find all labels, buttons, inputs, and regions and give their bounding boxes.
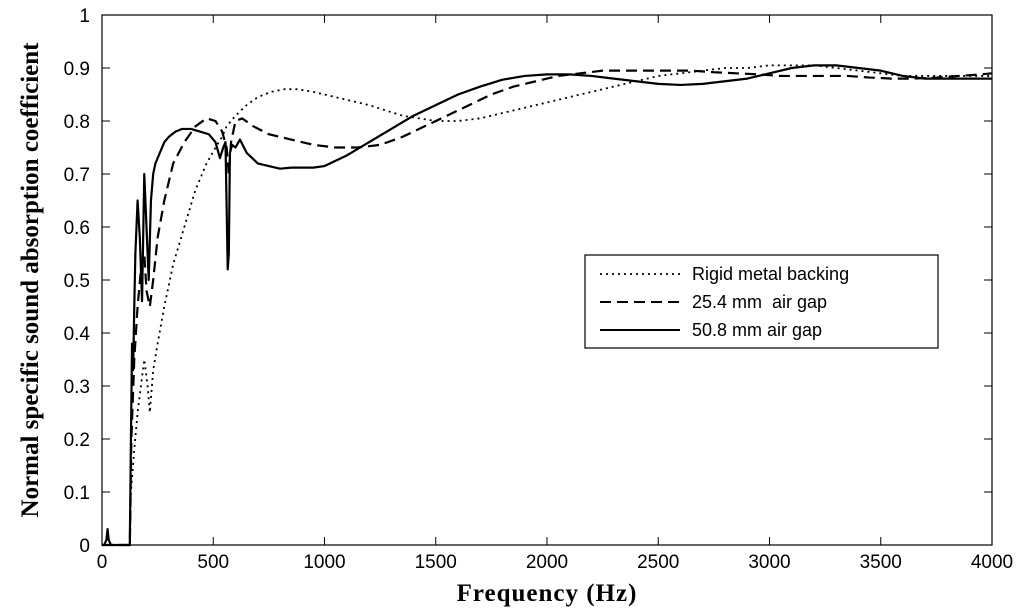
y-tick-label-0: 0 [79, 536, 90, 557]
series-line-1 [102, 69, 993, 547]
y-tick-label-0.5: 0.5 [64, 271, 90, 292]
x-tick-label-3000: 3000 [748, 552, 790, 573]
y-tick-label-1: 1 [79, 6, 90, 27]
x-tick-label-0: 0 [97, 552, 108, 573]
series-group [102, 64, 993, 547]
y-tick-label-0.4: 0.4 [64, 324, 91, 345]
y-axis-title: Normal specific sound absorption coeffic… [17, 42, 44, 518]
y-tick-label-0.6: 0.6 [64, 218, 90, 239]
y-tick-label-0.3: 0.3 [64, 377, 90, 398]
legend-label-50-8mm-air-gap: 50.8 mm air gap [692, 320, 822, 340]
y-tick-label-0.1: 0.1 [64, 483, 90, 504]
y-tick-label-0.2: 0.2 [64, 430, 90, 451]
tick-labels-group: 0 500 1000 1500 2000 2500 3000 3500 4000 0 0.1 0.2 0… [64, 6, 1014, 573]
y-tick-label-0.9: 0.9 [64, 59, 90, 80]
legend-label-rigid-metal-backing: Rigid metal backing [692, 264, 849, 284]
legend-label-25-4mm-air-gap: 25.4 mm air gap [692, 292, 827, 312]
series-line-2 [102, 64, 992, 547]
x-tick-label-2500: 2500 [637, 552, 679, 573]
x-tick-label-4000: 4000 [971, 552, 1013, 573]
x-tick-label-3500: 3500 [860, 552, 902, 573]
y-tick-label-0.8: 0.8 [64, 112, 90, 133]
x-tick-label-1500: 1500 [415, 552, 457, 573]
y-tick-label-0.7: 0.7 [64, 165, 90, 186]
legend: Rigid metal backing 25.4 mm air gap 50.8… [584, 254, 939, 349]
x-tick-label-500: 500 [197, 552, 229, 573]
x-tick-label-1000: 1000 [303, 552, 345, 573]
x-tick-label-2000: 2000 [526, 552, 568, 573]
x-axis-title: Frequency (Hz) [457, 580, 638, 607]
